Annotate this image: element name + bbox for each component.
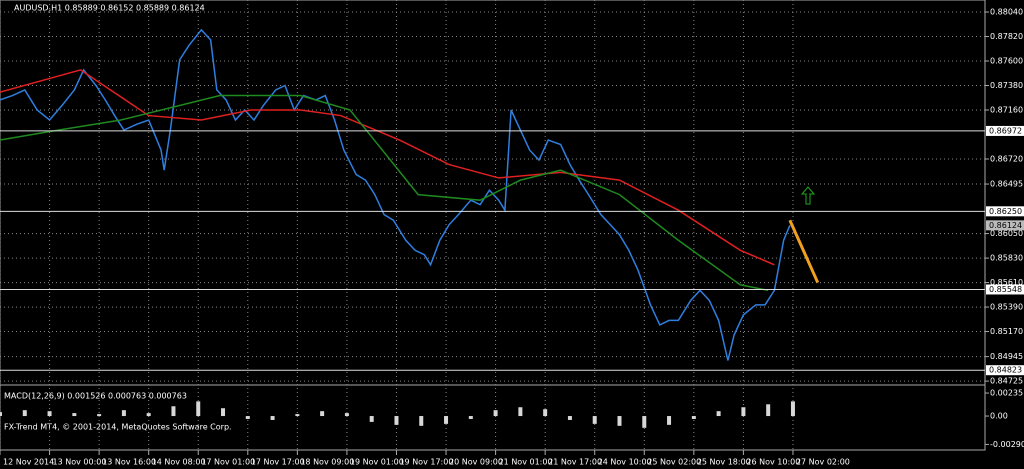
x-tick-label: 21 Nov 01:00 bbox=[499, 458, 553, 467]
macd-bar bbox=[270, 416, 275, 420]
y-tick-label: 0.85390 bbox=[990, 303, 1023, 312]
x-tick-label: 19 Nov 17:00 bbox=[399, 458, 453, 467]
macd-bar bbox=[171, 406, 176, 417]
macd-bar bbox=[592, 416, 597, 424]
level-box bbox=[986, 206, 1024, 217]
price-line bbox=[0, 94, 769, 292]
macd-bar bbox=[642, 416, 647, 428]
level-label: 0.86250 bbox=[989, 207, 1022, 216]
macd-bar bbox=[369, 416, 374, 422]
level-label: 0.85548 bbox=[989, 285, 1022, 294]
y-tick-label: 0.88040 bbox=[990, 8, 1023, 17]
macd-bar bbox=[97, 414, 102, 417]
macd-bar bbox=[667, 416, 672, 425]
y-tick-label: 0.87600 bbox=[990, 57, 1023, 66]
macd-bar bbox=[121, 410, 126, 417]
y-tick-label: 0.87380 bbox=[990, 81, 1023, 90]
y-tick-label: 0.85610 bbox=[990, 278, 1023, 287]
macd-bar bbox=[691, 416, 696, 419]
price-line bbox=[0, 69, 775, 266]
x-tick-label: 12 Nov 2014 bbox=[3, 458, 54, 467]
macd-bar bbox=[196, 401, 201, 417]
y-tick-label: -0.00290 bbox=[990, 440, 1024, 449]
macd-bar bbox=[741, 407, 746, 417]
macd-bar bbox=[444, 416, 449, 424]
macd-bar bbox=[790, 401, 795, 417]
x-tick-label: 13 Nov 00:00 bbox=[53, 458, 107, 467]
macd-bar bbox=[146, 413, 151, 417]
macd-bar bbox=[493, 410, 498, 417]
y-tick-label: 0.00 bbox=[990, 412, 1008, 421]
macd-bar bbox=[22, 410, 27, 417]
level-box bbox=[986, 365, 1024, 376]
macd-bar bbox=[543, 409, 548, 417]
macd-bar bbox=[221, 408, 226, 417]
macd-bar bbox=[716, 411, 721, 417]
x-tick-label: 18 Nov 09:00 bbox=[300, 458, 354, 467]
up-arrow bbox=[800, 186, 816, 205]
x-tick-label: 17 Nov 17:00 bbox=[251, 458, 305, 467]
level-box bbox=[986, 125, 1024, 136]
level-label: 0.86972 bbox=[989, 126, 1022, 135]
x-tick-label: 17 Nov 01:00 bbox=[201, 458, 255, 467]
x-tick-label: 21 Nov 17:00 bbox=[548, 458, 602, 467]
x-tick-label: 20 Nov 09:00 bbox=[449, 458, 503, 467]
macd-bar bbox=[518, 407, 523, 417]
x-tick-label: 13 Nov 16:00 bbox=[102, 458, 156, 467]
footer: FX-Trend MT4, © 2001-2014, MetaQuotes So… bbox=[4, 423, 232, 432]
macd-bar bbox=[766, 404, 771, 417]
y-tick-label: 0.86720 bbox=[990, 154, 1023, 163]
macd-bar bbox=[468, 416, 473, 419]
macd-bar bbox=[320, 411, 325, 417]
macd-bar bbox=[617, 416, 622, 426]
macd-bar bbox=[394, 416, 399, 425]
y-tick-label: 0.87160 bbox=[990, 106, 1023, 115]
x-tick-label: 25 Nov 18:00 bbox=[697, 458, 751, 467]
last-price-label: 0.86124 bbox=[989, 221, 1022, 230]
x-tick-label: 26 Nov 10:00 bbox=[746, 458, 800, 467]
x-tick-label: 27 Nov 02:00 bbox=[796, 458, 850, 467]
y-tick-label: 0.86495 bbox=[990, 180, 1023, 189]
x-tick-label: 24 Nov 10:00 bbox=[598, 458, 652, 467]
price-line bbox=[0, 28, 791, 361]
macd-bar bbox=[0, 412, 2, 417]
macd-bar bbox=[245, 416, 250, 419]
price-line bbox=[788, 219, 820, 284]
y-tick-label: 0.85830 bbox=[990, 254, 1023, 263]
last-price-box bbox=[986, 220, 1024, 231]
chart-title: AUDUSD,H1 0.85889 0.86152 0.85889 0.8612… bbox=[14, 4, 205, 13]
level-label: 0.84823 bbox=[989, 366, 1022, 375]
plot-frame bbox=[0, 0, 986, 451]
y-tick-label: 0.84945 bbox=[990, 352, 1023, 361]
y-tick-label: 0.84725 bbox=[990, 377, 1023, 386]
x-tick-label: 14 Nov 08:00 bbox=[152, 458, 206, 467]
macd-bar bbox=[567, 416, 572, 420]
macd-title: MACD(12,26,9) 0.001526 0.000763 0.000763 bbox=[4, 392, 187, 401]
y-tick-label: 0.87820 bbox=[990, 32, 1023, 41]
level-box bbox=[986, 284, 1024, 295]
y-tick-label: 0.86050 bbox=[990, 229, 1023, 238]
x-tick-label: 19 Nov 01:00 bbox=[350, 458, 404, 467]
macd-bar bbox=[419, 416, 424, 426]
macd-bar bbox=[344, 413, 349, 417]
macd-bar bbox=[295, 414, 300, 417]
y-tick-label: 0.85170 bbox=[990, 327, 1023, 336]
x-tick-label: 25 Nov 02:00 bbox=[647, 458, 701, 467]
y-tick-label: 0.00235 bbox=[990, 389, 1023, 398]
macd-bar bbox=[47, 411, 52, 417]
macd-bar bbox=[72, 413, 77, 417]
